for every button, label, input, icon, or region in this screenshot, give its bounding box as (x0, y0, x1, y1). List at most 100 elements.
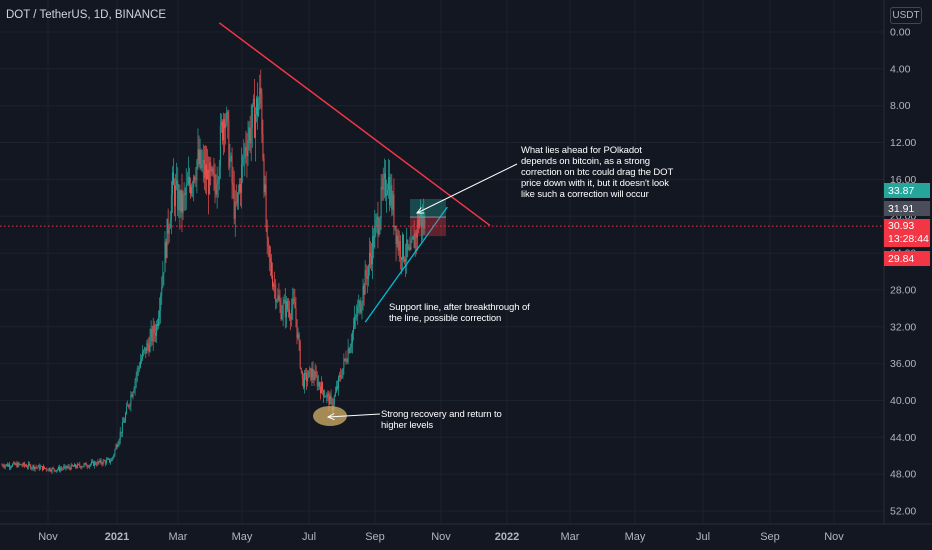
symbol-title[interactable]: DOT / TetherUS, 1D, BINANCE (6, 9, 166, 21)
candle-body (206, 164, 207, 180)
candle-body (253, 98, 255, 138)
candle-body (141, 358, 142, 362)
annotation-recovery-note[interactable]: Strong recovery and return to higher lev… (381, 409, 502, 431)
candle-body (311, 368, 313, 380)
candle-body (392, 194, 394, 211)
candle-body (67, 466, 69, 468)
candle-body (82, 466, 84, 468)
candle-body (94, 462, 96, 466)
candle-body (341, 377, 343, 379)
candle-body (264, 184, 266, 193)
candle-body (219, 125, 221, 167)
candle-body (258, 103, 260, 116)
candle-body (84, 463, 86, 464)
candle-body (386, 194, 387, 196)
candle-body (168, 228, 170, 234)
candle-body (232, 182, 234, 185)
candle-body (125, 413, 126, 422)
candle-body (410, 240, 412, 250)
time-tick-label: Mar (561, 531, 580, 543)
candle-body (120, 431, 122, 433)
candle-body (133, 388, 135, 393)
candle-body (371, 255, 373, 265)
candle-body (38, 465, 40, 470)
candle-body (345, 358, 347, 363)
candle-body (389, 176, 391, 206)
candle-body (415, 232, 417, 238)
price-tick-label: 28.00 (890, 284, 916, 296)
time-axis[interactable]: Nov 2021 Mar May Jul Sep Nov 2022 Mar May Jul Sep No… (0, 523, 932, 543)
candle-body (344, 358, 346, 360)
candle-body (178, 190, 180, 211)
candle-body (260, 87, 262, 95)
time-tick-label: Nov (38, 531, 58, 543)
candle-body (278, 295, 280, 301)
candle-body (408, 247, 410, 250)
arrow-bitcoin-note (415, 163, 518, 214)
candle-body (54, 470, 56, 472)
candle-body (269, 257, 271, 262)
candle-body (388, 176, 390, 190)
candle-body (343, 358, 345, 369)
candle-body (243, 157, 245, 158)
currency-button[interactable]: USDT (890, 7, 922, 24)
candle-body (338, 377, 339, 389)
candle-body (117, 443, 119, 448)
candle-body (194, 176, 196, 180)
candle-body (317, 382, 319, 387)
candle-body (18, 462, 20, 465)
candle-body (78, 464, 80, 465)
candle-body (359, 300, 361, 313)
annotation-bitcoin-note[interactable]: What lies ahead for POlkadot depends on … (521, 145, 673, 200)
candle-body (316, 375, 318, 387)
candle-body (185, 184, 187, 195)
candle-body (129, 404, 131, 407)
projection-loss-zone (410, 217, 446, 237)
candle-body (312, 368, 314, 377)
candle-body (375, 219, 377, 226)
candle-body (60, 468, 62, 471)
candle-body (208, 169, 210, 194)
candle-body (64, 465, 66, 467)
candle-body (9, 464, 10, 468)
candle-body (383, 173, 385, 179)
candle-body (28, 463, 30, 468)
candle-body (180, 189, 182, 212)
candle-body (52, 468, 54, 469)
candle-body (240, 184, 242, 193)
candle-body (279, 300, 281, 306)
candle-body (399, 240, 401, 258)
annotation-support-note[interactable]: Support line, after breakthrough of the … (389, 302, 530, 324)
candle-body (152, 325, 154, 342)
candle-body (119, 431, 121, 441)
candle-body (154, 332, 156, 336)
candle-body (286, 301, 288, 310)
candle-body (192, 186, 194, 188)
candle-body (176, 180, 178, 186)
candle-body (404, 259, 406, 262)
candle-body (398, 240, 400, 251)
candle-body (396, 235, 398, 244)
candle-body (150, 329, 152, 337)
candle-body (201, 163, 203, 169)
candle-body (334, 391, 336, 397)
candle-body (323, 390, 325, 397)
candle-body (401, 234, 403, 260)
chart-drawings[interactable] (0, 22, 884, 426)
candle-body (57, 467, 59, 470)
candle-body (128, 405, 130, 407)
candle-body (230, 156, 232, 158)
time-tick-label: May (232, 531, 253, 543)
candle-body (251, 104, 253, 128)
time-tick-label: Nov (824, 531, 844, 543)
candle-body (195, 179, 197, 181)
candle-body (144, 347, 146, 351)
candle-body (22, 462, 24, 466)
candle-body (275, 284, 277, 303)
candle-body (184, 193, 186, 195)
candle-body (233, 184, 235, 219)
candle-body (143, 350, 145, 352)
candle-body (351, 332, 353, 344)
candle-body (45, 468, 47, 470)
